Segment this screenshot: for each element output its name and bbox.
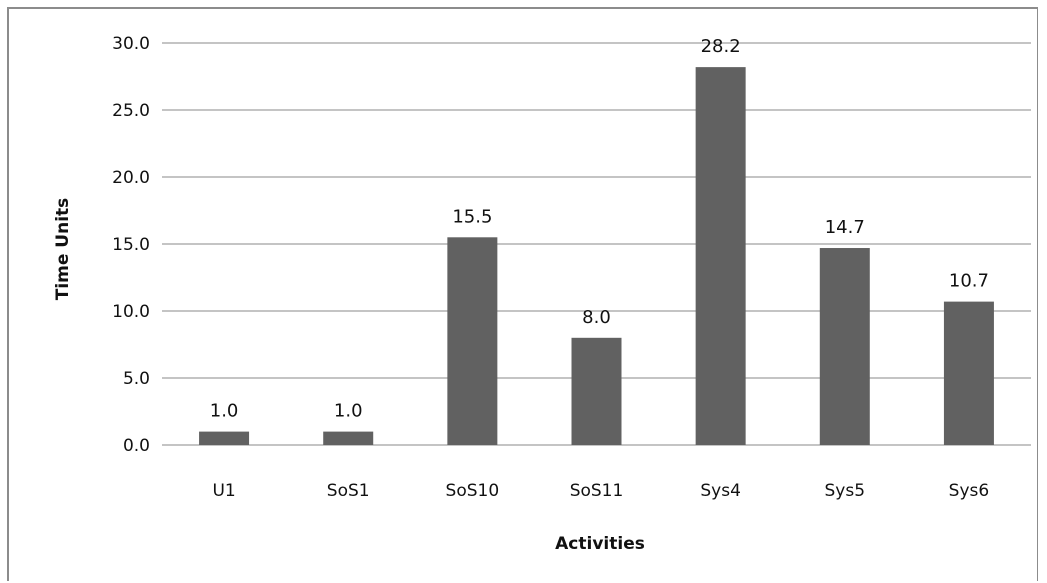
y-tick-label: 5.0 (123, 369, 150, 389)
y-axis-tick-labels: 0.0 5.0 10.0 15.0 20.0 25.0 30.0 (112, 34, 150, 456)
x-tick-label: U1 (212, 481, 235, 501)
data-label: 1.0 (210, 401, 239, 422)
bar (199, 431, 250, 445)
bars (199, 67, 994, 445)
y-tick-label: 15.0 (112, 235, 150, 255)
bar (819, 248, 870, 445)
y-tick-label: 20.0 (112, 168, 150, 188)
data-label: 1.0 (334, 401, 363, 422)
y-tick-label: 10.0 (112, 302, 150, 322)
data-label: 15.5 (452, 206, 492, 227)
y-axis-title: Time Units (53, 198, 73, 301)
y-tick-label: 30.0 (112, 34, 150, 54)
x-axis-title: Activities (555, 534, 645, 554)
x-tick-label: Sys5 (825, 481, 866, 501)
y-tick-label: 25.0 (112, 101, 150, 121)
data-label: 14.7 (825, 217, 865, 238)
data-labels: 1.0 1.0 15.5 8.0 28.2 14.7 10.7 (210, 36, 989, 421)
y-tick-label: 0.0 (123, 436, 150, 456)
data-label: 28.2 (701, 36, 741, 57)
chart-frame: 0.0 5.0 10.0 15.0 20.0 25.0 30.0 1.0 1.0 15.5 8.0… (7, 7, 1038, 581)
x-tick-label: SoS10 (446, 481, 500, 501)
bar (447, 237, 498, 445)
x-tick-label: Sys4 (700, 481, 741, 501)
gridlines (162, 42, 1031, 446)
bar (323, 431, 374, 445)
bar (695, 67, 746, 445)
x-tick-label: SoS1 (327, 481, 370, 501)
bar (943, 301, 994, 445)
data-label: 8.0 (582, 307, 611, 328)
bar-chart: 0.0 5.0 10.0 15.0 20.0 25.0 30.0 1.0 1.0 15.5 8.0… (53, 34, 1031, 554)
bar (571, 337, 622, 445)
x-tick-label: Sys6 (949, 481, 990, 501)
x-axis-tick-labels: U1 SoS1 SoS10 SoS11 Sys4 Sys5 Sys6 (212, 481, 989, 501)
data-label: 10.7 (949, 271, 989, 292)
x-tick-label: SoS11 (570, 481, 624, 501)
